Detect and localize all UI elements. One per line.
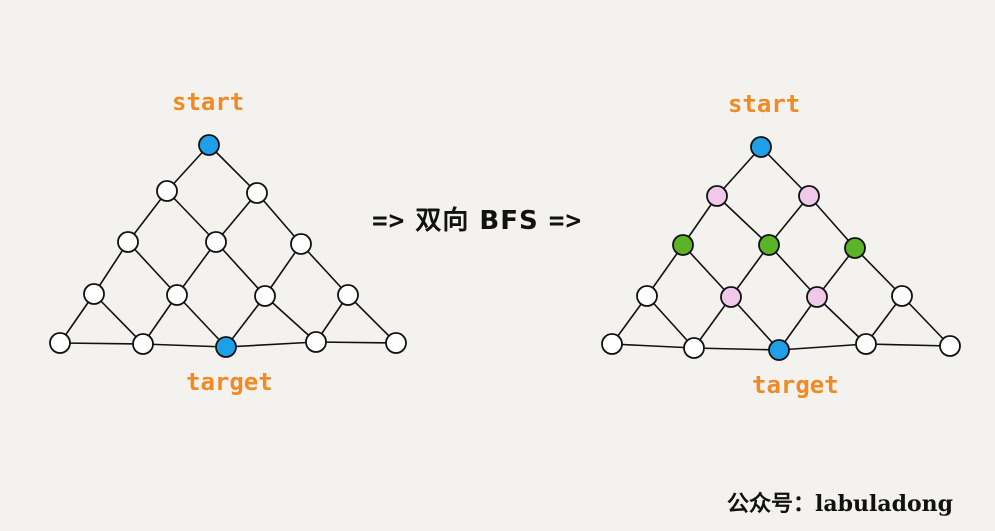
left-node-1 bbox=[156, 180, 178, 202]
right-edge-13 bbox=[646, 295, 695, 349]
left-node-11 bbox=[132, 333, 154, 355]
right-edge-0 bbox=[716, 146, 762, 197]
left-edge-15 bbox=[176, 294, 227, 348]
right-node-5 bbox=[844, 237, 866, 259]
watermark: 公众号：labuladong bbox=[727, 491, 954, 517]
right-edge-19 bbox=[901, 295, 951, 347]
left-node-0 bbox=[198, 134, 220, 156]
right-node-6 bbox=[636, 285, 658, 307]
arrow-left-text: => bbox=[372, 206, 406, 236]
left-node-7 bbox=[166, 284, 188, 306]
right-node-11 bbox=[683, 337, 705, 359]
right-node-2 bbox=[798, 185, 820, 207]
left-node-3 bbox=[117, 231, 139, 253]
right-edge-1 bbox=[760, 146, 810, 197]
left-start-label: start bbox=[172, 88, 245, 116]
right-node-14 bbox=[939, 335, 961, 357]
right-node-10 bbox=[601, 333, 623, 355]
left-edge-1 bbox=[208, 144, 258, 194]
right-start-label: start bbox=[728, 90, 801, 118]
right-edge-3 bbox=[716, 195, 770, 246]
right-node-9 bbox=[891, 285, 913, 307]
arrow-right-text: => bbox=[548, 206, 583, 236]
left-edge-7 bbox=[127, 241, 178, 296]
right-node-8 bbox=[806, 286, 828, 308]
left-node-4 bbox=[205, 231, 227, 253]
edges-layer bbox=[59, 144, 951, 351]
right-target-label: target bbox=[752, 371, 839, 399]
right-edge-23 bbox=[865, 343, 951, 347]
right-edge-21 bbox=[693, 347, 780, 351]
right-node-1 bbox=[706, 185, 728, 207]
left-edge-17 bbox=[264, 295, 317, 343]
left-edge-19 bbox=[347, 294, 397, 344]
right-edge-5 bbox=[808, 195, 856, 249]
right-edge-15 bbox=[730, 296, 780, 351]
left-edge-21 bbox=[142, 343, 227, 348]
right-node-13 bbox=[855, 333, 877, 355]
left-node-13 bbox=[305, 331, 327, 353]
right-node-4 bbox=[758, 234, 780, 256]
nodes-layer bbox=[49, 134, 961, 361]
left-node-2 bbox=[246, 182, 268, 204]
left-target-label: target bbox=[186, 368, 273, 396]
right-node-3 bbox=[672, 234, 694, 256]
right-node-0 bbox=[750, 136, 772, 158]
left-edge-20 bbox=[59, 342, 144, 345]
left-edge-5 bbox=[256, 192, 302, 245]
left-node-12 bbox=[215, 336, 237, 358]
right-edge-9 bbox=[768, 244, 818, 298]
right-node-12 bbox=[768, 339, 790, 361]
left-edge-22 bbox=[225, 341, 317, 348]
right-edge-7 bbox=[682, 244, 732, 298]
bidirectional-bfs-caption: => 双向 BFS => bbox=[372, 200, 582, 237]
left-node-9 bbox=[337, 284, 359, 306]
right-node-7 bbox=[720, 286, 742, 308]
left-edge-13 bbox=[93, 293, 144, 345]
left-edge-8 bbox=[176, 241, 217, 296]
right-edge-17 bbox=[816, 296, 867, 345]
right-edge-22 bbox=[778, 343, 867, 351]
left-node-8 bbox=[254, 285, 276, 307]
caption-title: 双向 BFS bbox=[415, 206, 539, 236]
left-node-6 bbox=[83, 283, 105, 305]
left-node-10 bbox=[49, 332, 71, 354]
right-edge-11 bbox=[854, 247, 903, 297]
left-edge-3 bbox=[166, 190, 217, 243]
left-edge-23 bbox=[315, 341, 397, 344]
left-node-5 bbox=[290, 233, 312, 255]
left-edge-9 bbox=[215, 241, 266, 297]
right-edge-20 bbox=[611, 343, 695, 349]
left-node-14 bbox=[385, 332, 407, 354]
left-edge-11 bbox=[300, 243, 349, 296]
